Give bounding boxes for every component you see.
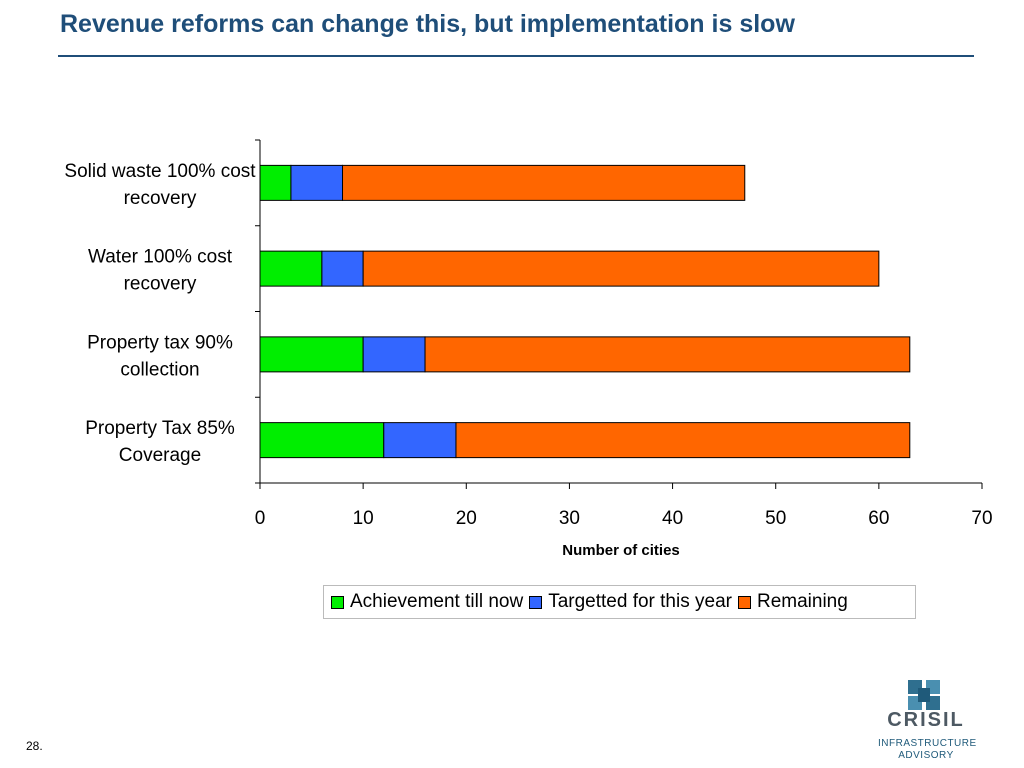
bar-targeted [321, 250, 364, 287]
bar-remaining [342, 164, 746, 201]
legend-label-targeted: Targetted for this year [548, 591, 732, 612]
y-category-label-line: Water 100% cost [88, 247, 233, 268]
bar-achievement [259, 422, 385, 459]
bar-targeted [290, 164, 344, 201]
slide-title: Revenue reforms can change this, but imp… [60, 10, 795, 38]
legend-item-targeted: Targetted for this year [529, 591, 732, 613]
page-number: 28. [26, 739, 43, 753]
legend-swatch-achievement [331, 595, 344, 609]
y-category-label-line: Coverage [119, 445, 201, 466]
x-tick-label: 50 [765, 508, 786, 529]
x-axis-title: Number of cities [562, 542, 680, 559]
x-tick-label: 0 [255, 508, 266, 529]
y-category-label: Property Tax 85% Coverage [85, 418, 235, 466]
bar-targeted [383, 422, 457, 459]
bar-targeted [362, 336, 426, 373]
bar-achievement [259, 250, 323, 287]
x-tick-label: 20 [456, 508, 477, 529]
y-category-label-line: collection [120, 359, 199, 380]
logo-line2: ADVISORY [898, 750, 954, 761]
legend-item-remaining: Remaining [737, 591, 848, 613]
bar-remaining [455, 422, 911, 459]
legend-label-achievement: Achievement till now [350, 591, 524, 612]
logo-wordmark: CRISIL [887, 709, 965, 731]
bar-remaining [362, 250, 880, 287]
y-category-label-line: recovery [124, 274, 197, 295]
bar-remaining [424, 336, 911, 373]
x-tick-label: 30 [559, 508, 580, 529]
y-category-label: Solid waste 100% cost recovery [64, 161, 256, 209]
crisil-emblem-icon [908, 680, 940, 710]
x-tick-label: 60 [868, 508, 889, 529]
y-category-label: Property tax 90% collection [87, 332, 233, 380]
bar-achievement [259, 336, 364, 373]
legend-swatch-remaining [737, 595, 751, 609]
title-divider [58, 55, 974, 57]
logo-line1: INFRASTRUCTURE [878, 738, 977, 749]
x-tick-label: 40 [662, 508, 683, 529]
y-category-label-line: Property tax 90% [87, 332, 233, 353]
x-tick-label: 70 [971, 508, 992, 529]
y-category-label-line: Property Tax 85% [85, 418, 235, 439]
x-tick-label: 10 [353, 508, 374, 529]
legend-swatch-targeted [529, 595, 543, 609]
legend-item-achievement: Achievement till now [331, 591, 523, 613]
y-category-label: Water 100% cost recovery [88, 247, 233, 295]
y-category-label-line: recovery [124, 188, 197, 209]
chart-legend: Achievement till now Targetted for this … [323, 585, 916, 619]
legend-label-remaining: Remaining [756, 591, 848, 612]
crisil-logo: CRISIL INFRASTRUCTURE ADVISORY [878, 676, 977, 764]
y-category-label-line: Solid waste 100% cost [64, 161, 256, 182]
bar-achievement [259, 164, 292, 201]
stacked-bar-chart: 0 10 20 30 40 50 60 70 Number of cities Solid was… [64, 139, 993, 559]
